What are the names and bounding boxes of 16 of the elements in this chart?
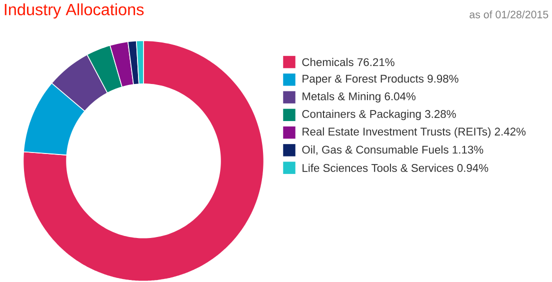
legend-label: Chemicals <box>302 58 354 66</box>
data-label: 2.42% <box>494 128 526 136</box>
data-label: 1.13% <box>452 146 484 154</box>
legend-label: Containers & Packaging <box>302 110 421 120</box>
legend-label: Real Estate Investment Trusts (REITs) <box>302 128 491 138</box>
chart-title: Industry Allocations <box>4 4 144 19</box>
data-label: 3.28% <box>425 110 456 118</box>
legend-label: Oil, Gas & Consumable Fuels <box>302 146 448 156</box>
legend-label: Paper & Forest Products <box>302 74 424 86</box>
data-label: 9.98% <box>428 74 458 83</box>
legend-label: Metals & Mining <box>302 92 380 103</box>
legend-label: Life Sciences Tools & Services <box>302 164 454 172</box>
data-label: 76.21% <box>358 58 394 66</box>
data-label: 6.04% <box>384 92 416 101</box>
chart-subtitle: as of 01/28/2015 <box>470 10 548 19</box>
data-label: 0.94% <box>457 164 488 172</box>
